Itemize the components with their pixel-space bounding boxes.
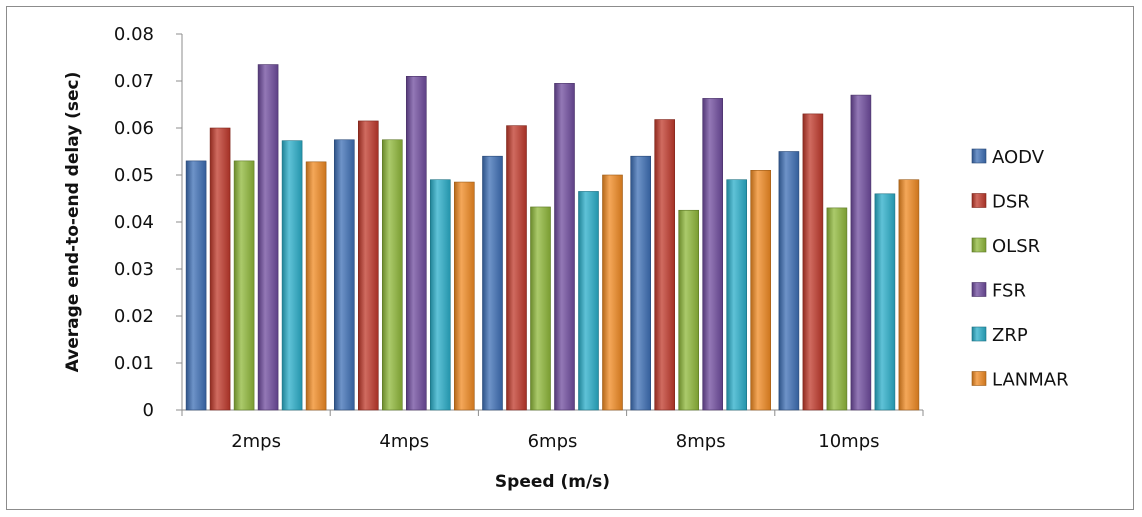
legend-label-aodv: AODV	[992, 147, 1045, 168]
x-axis: 2mps 4mps 6mps 8mps 10mps	[181, 409, 924, 452]
bar-olsr	[826, 207, 848, 411]
y-tick-label: 0.08	[114, 24, 154, 45]
legend-label-olsr: OLSR	[992, 236, 1040, 257]
bar-olsr	[233, 160, 255, 411]
legend-label-fsr: FSR	[992, 281, 1026, 302]
bar-aodv	[482, 155, 503, 411]
y-tick-label: 0.02	[114, 306, 154, 327]
bar-lanmar	[453, 181, 475, 411]
x-tick-label: 2mps	[231, 431, 281, 452]
bar-olsr	[381, 139, 403, 411]
legend-swatch-olsr	[971, 237, 987, 253]
bar-dsr	[506, 125, 527, 411]
legend-label-dsr: DSR	[992, 192, 1030, 213]
bar-zrp	[874, 193, 896, 411]
y-tick-label: 0.07	[114, 71, 154, 92]
legend-label-zrp: ZRP	[992, 325, 1028, 346]
bar-zrp	[281, 140, 303, 411]
y-axis-title: Average end-to-end delay (sec)	[63, 72, 83, 373]
x-tick-label: 4mps	[379, 431, 429, 452]
x-tick-label: 6mps	[528, 431, 578, 452]
y-tick-label: 0.03	[114, 259, 154, 280]
y-tick-label: 0.06	[114, 118, 154, 139]
bar-lanmar	[602, 174, 623, 411]
bar-fsr	[554, 83, 575, 411]
legend-swatch-aodv	[971, 148, 987, 164]
bar-aodv	[778, 151, 800, 411]
y-axis: 0 0.01 0.02 0.03 0.04 0.05 0.06 0.07 0.08	[114, 24, 183, 421]
bar-dsr	[802, 113, 824, 411]
bar-lanmar	[750, 170, 772, 411]
bar-lanmar	[305, 161, 327, 411]
bars	[185, 64, 920, 411]
x-tick-label: 10mps	[818, 431, 879, 452]
bar-aodv	[185, 160, 207, 411]
y-tick-label: 0.01	[114, 353, 154, 374]
bar-fsr	[702, 98, 724, 411]
bar-dsr	[209, 127, 231, 411]
bar-fsr	[850, 94, 872, 411]
bar-dsr	[654, 119, 676, 411]
bar-aodv	[333, 139, 355, 411]
bar-zrp	[726, 179, 748, 411]
bar-olsr	[530, 206, 551, 411]
legend-swatch-lanmar	[971, 371, 987, 386]
legend: AODV DSR OLSR FSR ZRP LANMAR	[971, 147, 1069, 391]
legend-swatch-fsr	[971, 282, 987, 297]
legend-swatch-zrp	[971, 326, 987, 342]
bar-zrp	[429, 179, 451, 411]
bar-aodv	[630, 155, 652, 411]
x-tick-label: 8mps	[676, 431, 726, 452]
bar-zrp	[578, 191, 599, 411]
legend-swatch-dsr	[971, 193, 987, 208]
y-tick-label: 0.05	[114, 165, 154, 186]
bar-dsr	[357, 120, 379, 411]
y-tick-label: 0.04	[114, 212, 154, 233]
x-axis-title: Speed (m/s)	[495, 472, 610, 492]
bar-fsr	[405, 76, 427, 411]
bar-olsr	[678, 209, 700, 411]
y-tick-label: 0	[143, 400, 154, 421]
bar-fsr	[257, 64, 279, 411]
legend-label-lanmar: LANMAR	[992, 370, 1069, 391]
bar-lanmar	[898, 179, 920, 411]
